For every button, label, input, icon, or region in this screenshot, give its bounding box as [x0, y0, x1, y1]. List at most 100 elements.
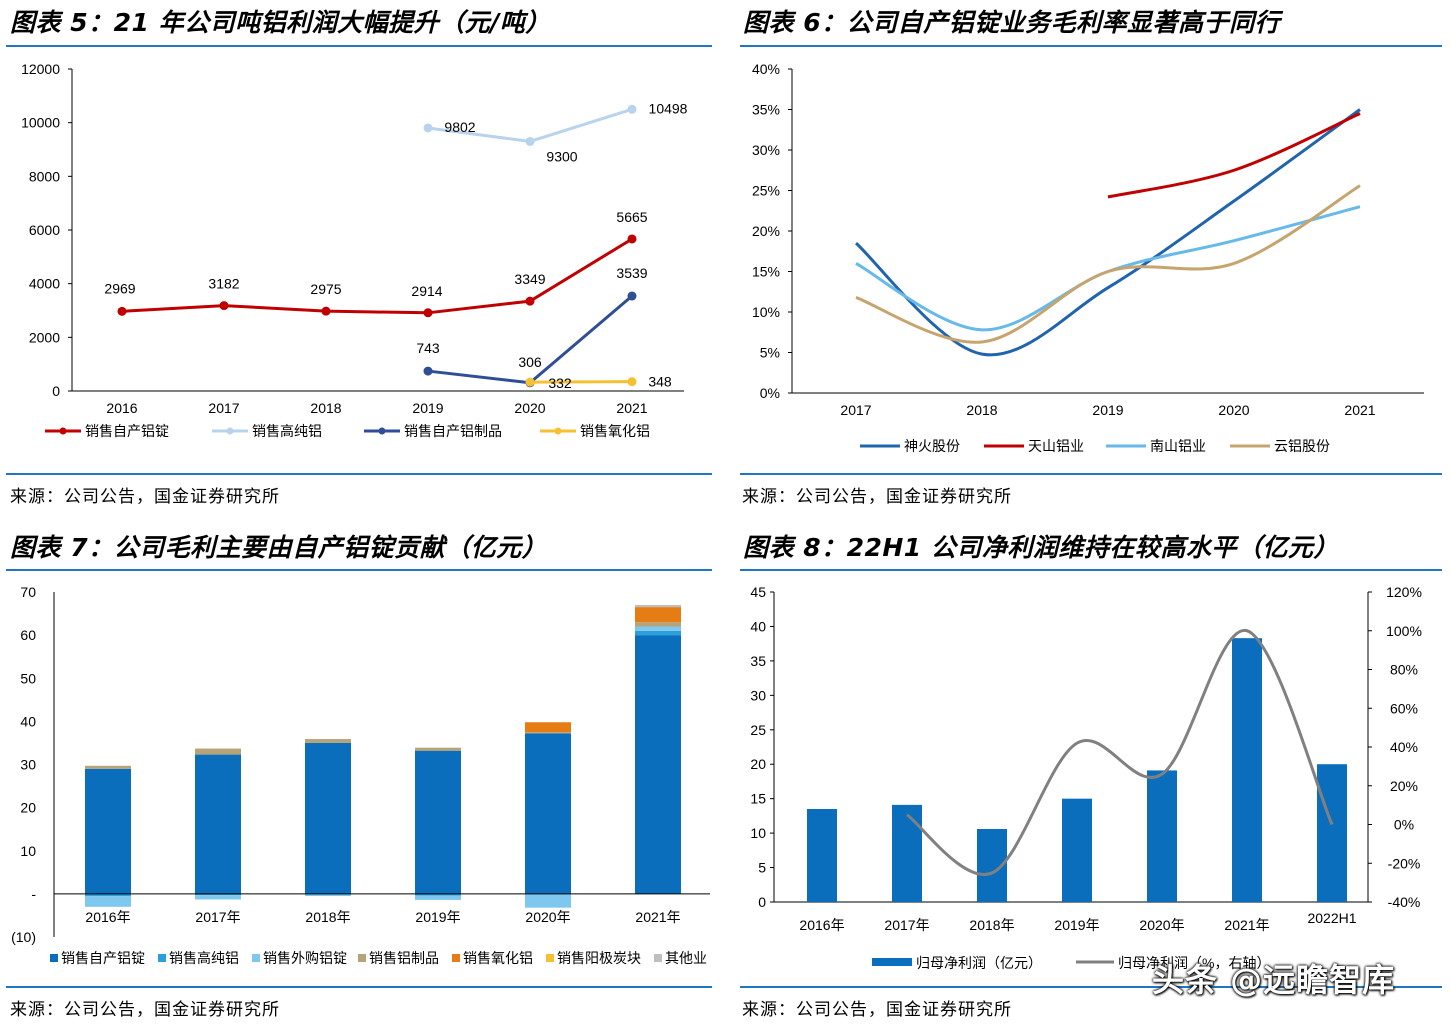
y-tick-label: 10	[20, 843, 36, 859]
bar-segment	[525, 893, 571, 908]
bar-segment	[415, 750, 461, 894]
bar-segment	[635, 604, 681, 608]
legend-item-label: 销售铝制品	[369, 950, 439, 966]
data-label: 743	[416, 340, 440, 356]
title-divider	[740, 45, 1442, 47]
x-tick-label: 2019	[1092, 402, 1123, 418]
legend-item-label: 神火股份	[904, 438, 960, 454]
y-tick-label: 25	[750, 722, 766, 738]
bar	[1232, 638, 1262, 902]
x-tick-label: 2020	[514, 400, 545, 416]
data-point	[627, 291, 637, 301]
data-label: 5665	[616, 209, 647, 225]
y2-tick-label: 0%	[1394, 817, 1414, 833]
watermark: 头条 @远瞻智库	[1152, 961, 1396, 999]
bar-segment	[195, 895, 241, 900]
bar-segment	[525, 732, 571, 734]
x-tick-label: 2016年	[85, 909, 130, 925]
y-tick-label: 40	[750, 618, 766, 634]
y-tick-label: 60	[20, 627, 36, 643]
source-divider	[740, 986, 1442, 988]
legend-label-bar: 归母净利润（亿元）	[916, 955, 1042, 971]
data-point	[525, 136, 535, 146]
y2-tick-label: -40%	[1388, 894, 1421, 910]
y-tick-label: 35	[750, 653, 766, 669]
data-label: 9802	[444, 119, 475, 135]
y-tick-label: (10)	[11, 929, 36, 945]
y-tick-label: 40	[20, 713, 36, 729]
legend-item-marker	[554, 427, 562, 435]
y-tick-label: 70	[20, 584, 36, 600]
legend-item-swatch	[252, 954, 260, 962]
title-divider	[740, 569, 1442, 571]
y2-tick-label: 60%	[1390, 700, 1418, 716]
y-tick-label: 45	[750, 584, 766, 600]
x-tick-label: 2018年	[305, 909, 350, 925]
legend-item-marker	[378, 427, 386, 435]
x-tick-label: 2022H1	[1307, 910, 1356, 926]
bar-segment	[195, 754, 241, 894]
chart-6-source: 来源：公司公告，国金证券研究所	[742, 487, 1012, 507]
x-tick-label: 2018年	[969, 917, 1014, 933]
legend-item-label: 销售自产铝锭	[85, 423, 169, 439]
bar	[1147, 770, 1177, 902]
data-label: 2969	[104, 280, 135, 296]
x-tick-label: 2020年	[1139, 917, 1184, 933]
bar-segment	[195, 748, 241, 755]
bar-segment	[635, 630, 681, 636]
x-tick-label: 2016年	[799, 917, 844, 933]
chart-5-source: 来源：公司公告，国金证券研究所	[10, 487, 280, 507]
bar	[892, 804, 922, 902]
bar-segment	[305, 742, 351, 894]
y-tick-label: 6000	[29, 222, 60, 238]
y-tick-label: 35%	[752, 102, 780, 118]
legend-item-swatch	[158, 954, 166, 962]
chart-6-title: 图表 6：公司自产铝锭业务毛利率显著高于同行	[743, 8, 1281, 37]
bar-segment	[85, 896, 131, 907]
legend-item-label: 销售阳极炭块	[557, 950, 641, 966]
bar-segment	[635, 626, 681, 631]
y-tick-label: 12000	[21, 61, 60, 77]
bar-segment	[415, 747, 461, 751]
y-tick-label: 40%	[752, 61, 780, 77]
y-tick-label: 0	[758, 894, 766, 910]
y-tick-label: 5%	[760, 345, 780, 361]
x-tick-label: 2021	[1344, 402, 1375, 418]
legend-item-label: 云铝股份	[1274, 438, 1330, 454]
title-divider	[6, 45, 712, 47]
y-tick-label: 0%	[760, 385, 780, 401]
y-tick-label: 15%	[752, 264, 780, 280]
bar-segment	[85, 893, 131, 897]
y-tick-label: 10	[750, 825, 766, 841]
y-tick-label: 30	[750, 687, 766, 703]
x-tick-label: 2021年	[1224, 917, 1269, 933]
data-label: 2975	[310, 281, 341, 297]
legend-item-label: 其他业	[665, 950, 707, 966]
y-tick-label: 20	[750, 756, 766, 772]
data-point	[627, 377, 637, 387]
legend-label-line: 归母净利润（%，右轴）	[1118, 955, 1270, 971]
series-line-2	[855, 205, 1361, 332]
x-tick-label: 2019	[412, 400, 443, 416]
bar-segment	[525, 722, 571, 733]
legend-item-swatch	[654, 954, 662, 962]
chart-7-plot: (10) - 10 20 30 40 50 60 70 2016年 2017年 2018年 2019年 2…	[11, 584, 710, 966]
y-tick-label: 50	[20, 670, 36, 686]
data-label: 9300	[546, 148, 577, 164]
source-divider	[740, 473, 1442, 475]
y2-tick-label: -20%	[1388, 855, 1421, 871]
y2-tick-label: 120%	[1386, 584, 1422, 600]
chart-6-plot: 0% 5% 10% 15% 20% 25% 30% 35% 40% 2017 2018 2019 202…	[752, 61, 1424, 454]
legend-swatch-bar	[872, 958, 912, 966]
x-tick-label: 2019年	[415, 909, 460, 925]
legend-item-label: 销售自产铝锭	[61, 950, 145, 966]
data-point	[117, 306, 127, 316]
chart-7-title: 图表 7：公司毛利主要由自产铝锭贡献（亿元）	[10, 533, 548, 562]
x-tick-label: 2021年	[635, 909, 680, 925]
legend-item-label: 销售高纯铝	[252, 423, 322, 439]
y2-tick-label: 80%	[1390, 662, 1418, 678]
bar-segment	[195, 893, 241, 896]
chart-8-source: 来源：公司公告，国金证券研究所	[742, 1000, 1012, 1020]
chart-8-plot: 0 5 10 15 20 25 30 35 40 45 -40% -20% 0% 20% 40% 60% 80%…	[750, 584, 1422, 971]
y-tick-label: 5	[758, 860, 766, 876]
